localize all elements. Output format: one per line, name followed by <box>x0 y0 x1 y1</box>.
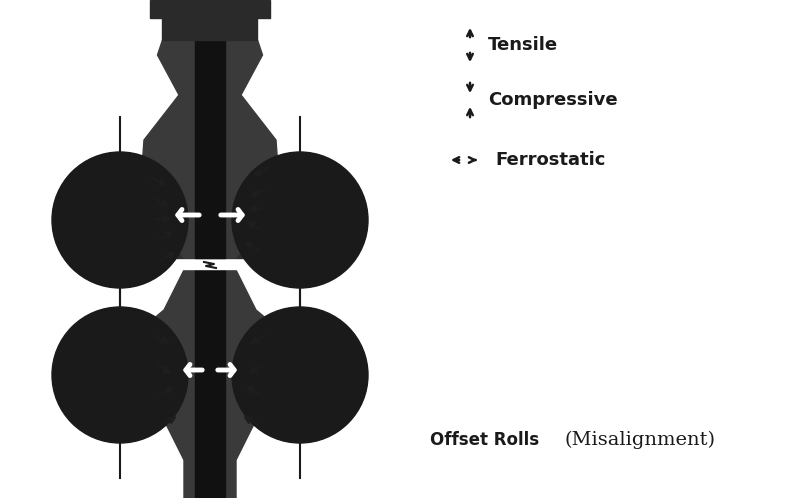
Bar <box>150 0 270 18</box>
Bar <box>169 343 251 407</box>
Polygon shape <box>141 270 279 498</box>
Polygon shape <box>252 337 260 343</box>
Polygon shape <box>160 337 168 343</box>
Text: Offset Rolls: Offset Rolls <box>430 431 539 449</box>
Polygon shape <box>248 222 255 228</box>
Bar <box>163 18 257 40</box>
Polygon shape <box>165 387 173 393</box>
Text: Ferrostatic: Ferrostatic <box>495 151 605 169</box>
Polygon shape <box>249 206 256 213</box>
Polygon shape <box>249 367 257 373</box>
Bar <box>195 269 225 498</box>
Circle shape <box>52 307 188 443</box>
Polygon shape <box>245 243 253 249</box>
Polygon shape <box>167 417 176 423</box>
Bar <box>179 261 241 269</box>
Polygon shape <box>139 40 281 258</box>
Polygon shape <box>252 190 260 196</box>
Text: Compressive: Compressive <box>488 91 617 109</box>
Polygon shape <box>167 252 175 259</box>
Polygon shape <box>160 200 168 206</box>
Bar <box>169 203 251 257</box>
Polygon shape <box>247 387 255 393</box>
Text: (Misalignment): (Misalignment) <box>565 431 716 449</box>
Polygon shape <box>254 169 262 176</box>
Circle shape <box>52 152 188 288</box>
Bar <box>195 40 225 258</box>
Circle shape <box>232 307 368 443</box>
Polygon shape <box>159 179 166 186</box>
Polygon shape <box>163 216 171 223</box>
Text: Tensile: Tensile <box>488 36 558 54</box>
Polygon shape <box>165 232 173 238</box>
Polygon shape <box>163 367 171 373</box>
Circle shape <box>232 152 368 288</box>
Polygon shape <box>244 417 252 423</box>
